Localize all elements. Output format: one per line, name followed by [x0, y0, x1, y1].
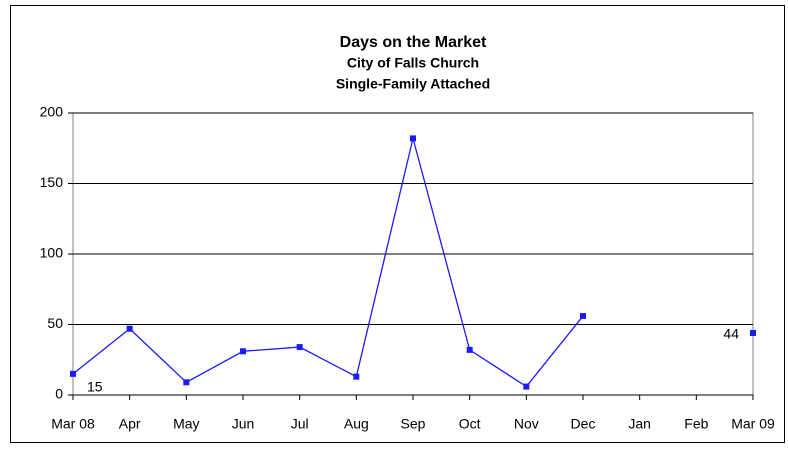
data-point — [126, 325, 133, 332]
data-point — [70, 370, 76, 377]
data-label: 44 — [723, 326, 739, 342]
chart-frame — [10, 5, 785, 443]
x-tick-label: Mar 09 — [731, 416, 775, 432]
data-point — [580, 313, 586, 320]
chart-subtitle: Single-Family Attached — [336, 76, 490, 92]
x-tick-label: Oct — [459, 416, 481, 432]
data-point — [410, 135, 416, 142]
data-point — [183, 379, 190, 386]
x-tick-label: Dec — [571, 416, 596, 432]
x-tick-label: Jul — [291, 416, 309, 432]
data-point — [523, 383, 530, 390]
x-tick-label: Jan — [628, 416, 651, 432]
data-point — [240, 348, 246, 355]
x-tick-label: May — [173, 416, 199, 432]
y-tick-label: 100 — [40, 245, 64, 261]
data-point — [353, 373, 360, 380]
x-tick-label: Sep — [401, 416, 426, 432]
x-tick-label: Nov — [514, 416, 539, 432]
x-tick-label: Feb — [684, 416, 708, 432]
data-point — [750, 329, 756, 336]
x-tick-label: Apr — [119, 416, 141, 432]
y-tick-label: 0 — [55, 386, 63, 402]
data-label: 15 — [87, 379, 103, 395]
y-tick-label: 150 — [40, 174, 64, 190]
y-tick-label: 50 — [47, 315, 63, 331]
data-point — [296, 344, 303, 351]
data-point — [466, 346, 473, 353]
chart-title: Days on the Market — [340, 34, 487, 51]
chart-subtitle: City of Falls Church — [347, 55, 479, 71]
x-tick-label: Aug — [344, 416, 369, 432]
x-tick-label: Mar 08 — [51, 416, 95, 432]
x-tick-label: Jun — [232, 416, 255, 432]
y-tick-label: 200 — [40, 104, 64, 120]
